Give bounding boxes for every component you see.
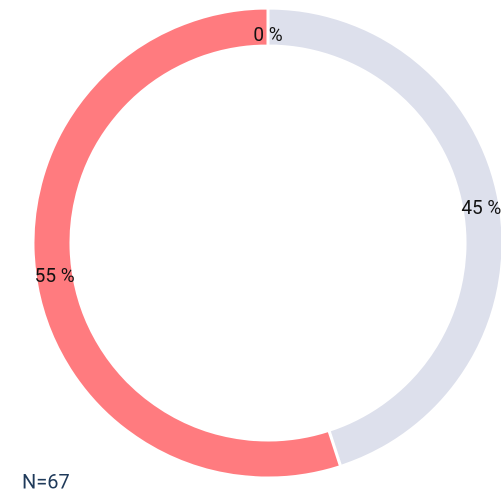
data-label: 45 % [461, 196, 501, 219]
data-label: 55 % [35, 264, 75, 287]
donut-segment [266, 6, 501, 469]
data-label: 0 % [253, 23, 282, 46]
sample-size: N=67 [22, 469, 70, 493]
donut-segment [31, 6, 343, 480]
donut [31, 6, 501, 480]
